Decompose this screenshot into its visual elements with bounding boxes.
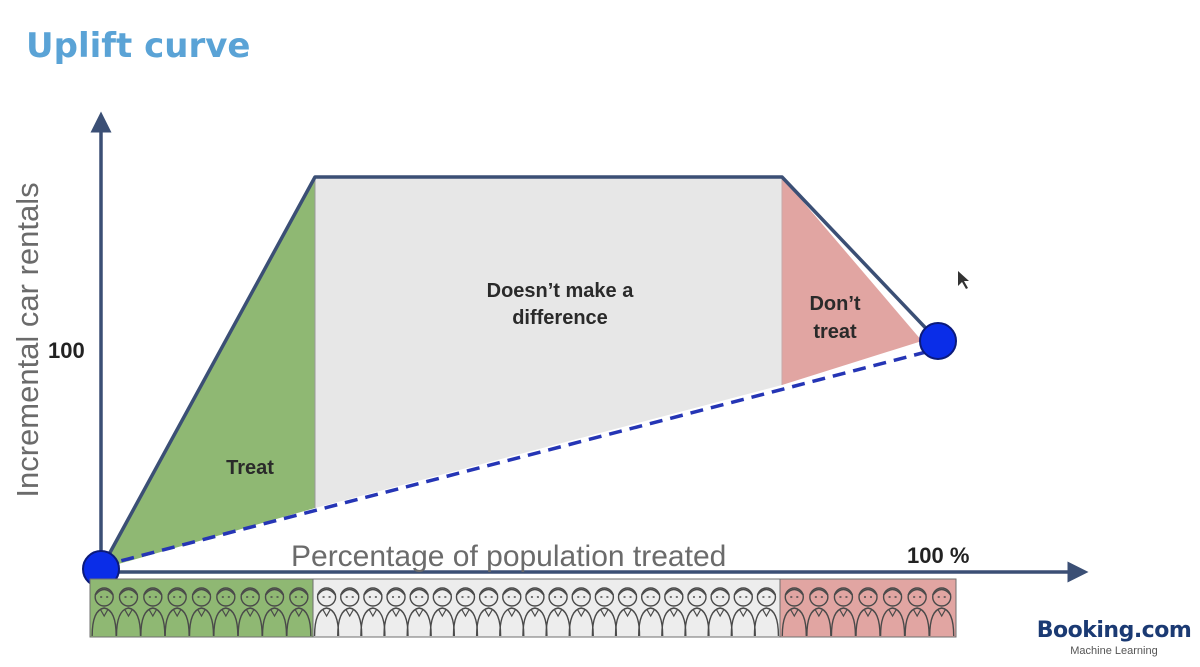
x-tick-100-percent: 100 % [907, 543, 969, 568]
person-icon [313, 587, 340, 637]
person-icon [164, 587, 190, 637]
person-icon [213, 587, 239, 637]
person-icon [383, 587, 409, 637]
person-icon [855, 587, 881, 637]
treat-label: Treat [226, 457, 274, 479]
person-icon [91, 587, 117, 637]
person-icon [115, 587, 142, 637]
person-icon [545, 587, 571, 637]
person-icon [360, 587, 386, 637]
y-tick-100: 100 [48, 338, 85, 363]
person-icon [237, 587, 263, 637]
person-icon [753, 587, 780, 637]
y-axis-label: Incremental car rentals [10, 182, 45, 497]
person-icon [452, 587, 479, 637]
x-axis-label: Percentage of population treated [291, 540, 726, 573]
person-icon [684, 587, 710, 637]
brand-name: Booking.com [1036, 618, 1192, 643]
slide-title: Uplift curve [26, 26, 251, 66]
person-icon [261, 587, 288, 637]
person-icon [406, 587, 432, 637]
person-icon [429, 587, 456, 637]
person-icon [568, 587, 594, 637]
person-icon [614, 587, 641, 637]
brand-logo: Booking.com Machine Learning [1034, 618, 1194, 658]
no-difference-label-line1: Doesn’t make a [487, 280, 635, 302]
population-strip [89, 578, 957, 638]
person-icon [499, 587, 525, 637]
no-difference-label-line2: difference [512, 307, 608, 329]
person-icon [830, 587, 857, 637]
person-icon [188, 587, 215, 637]
person-icon [661, 587, 687, 637]
random-baseline-line [100, 349, 931, 568]
person-icon [879, 587, 906, 637]
person-icon [929, 587, 955, 637]
brand-subtitle: Machine Learning [1070, 645, 1158, 657]
person-icon [286, 587, 312, 637]
person-icon [140, 587, 166, 637]
mouse-cursor-icon [958, 271, 969, 289]
person-icon [591, 587, 618, 637]
person-icon [475, 587, 502, 637]
dont-treat-region [782, 177, 922, 385]
person-icon [781, 587, 807, 637]
person-icon [806, 587, 832, 637]
person-icon [522, 587, 548, 637]
person-icon [904, 587, 930, 637]
dont-treat-label-line1: Don’t [809, 293, 860, 315]
dont-treat-label-line2: treat [813, 321, 857, 343]
person-icon [337, 587, 363, 637]
person-icon [730, 587, 756, 637]
end-point [919, 322, 957, 360]
uplift-curve [99, 175, 940, 570]
person-icon [637, 587, 664, 637]
person-icon [707, 587, 733, 637]
no-difference-region [315, 177, 782, 508]
